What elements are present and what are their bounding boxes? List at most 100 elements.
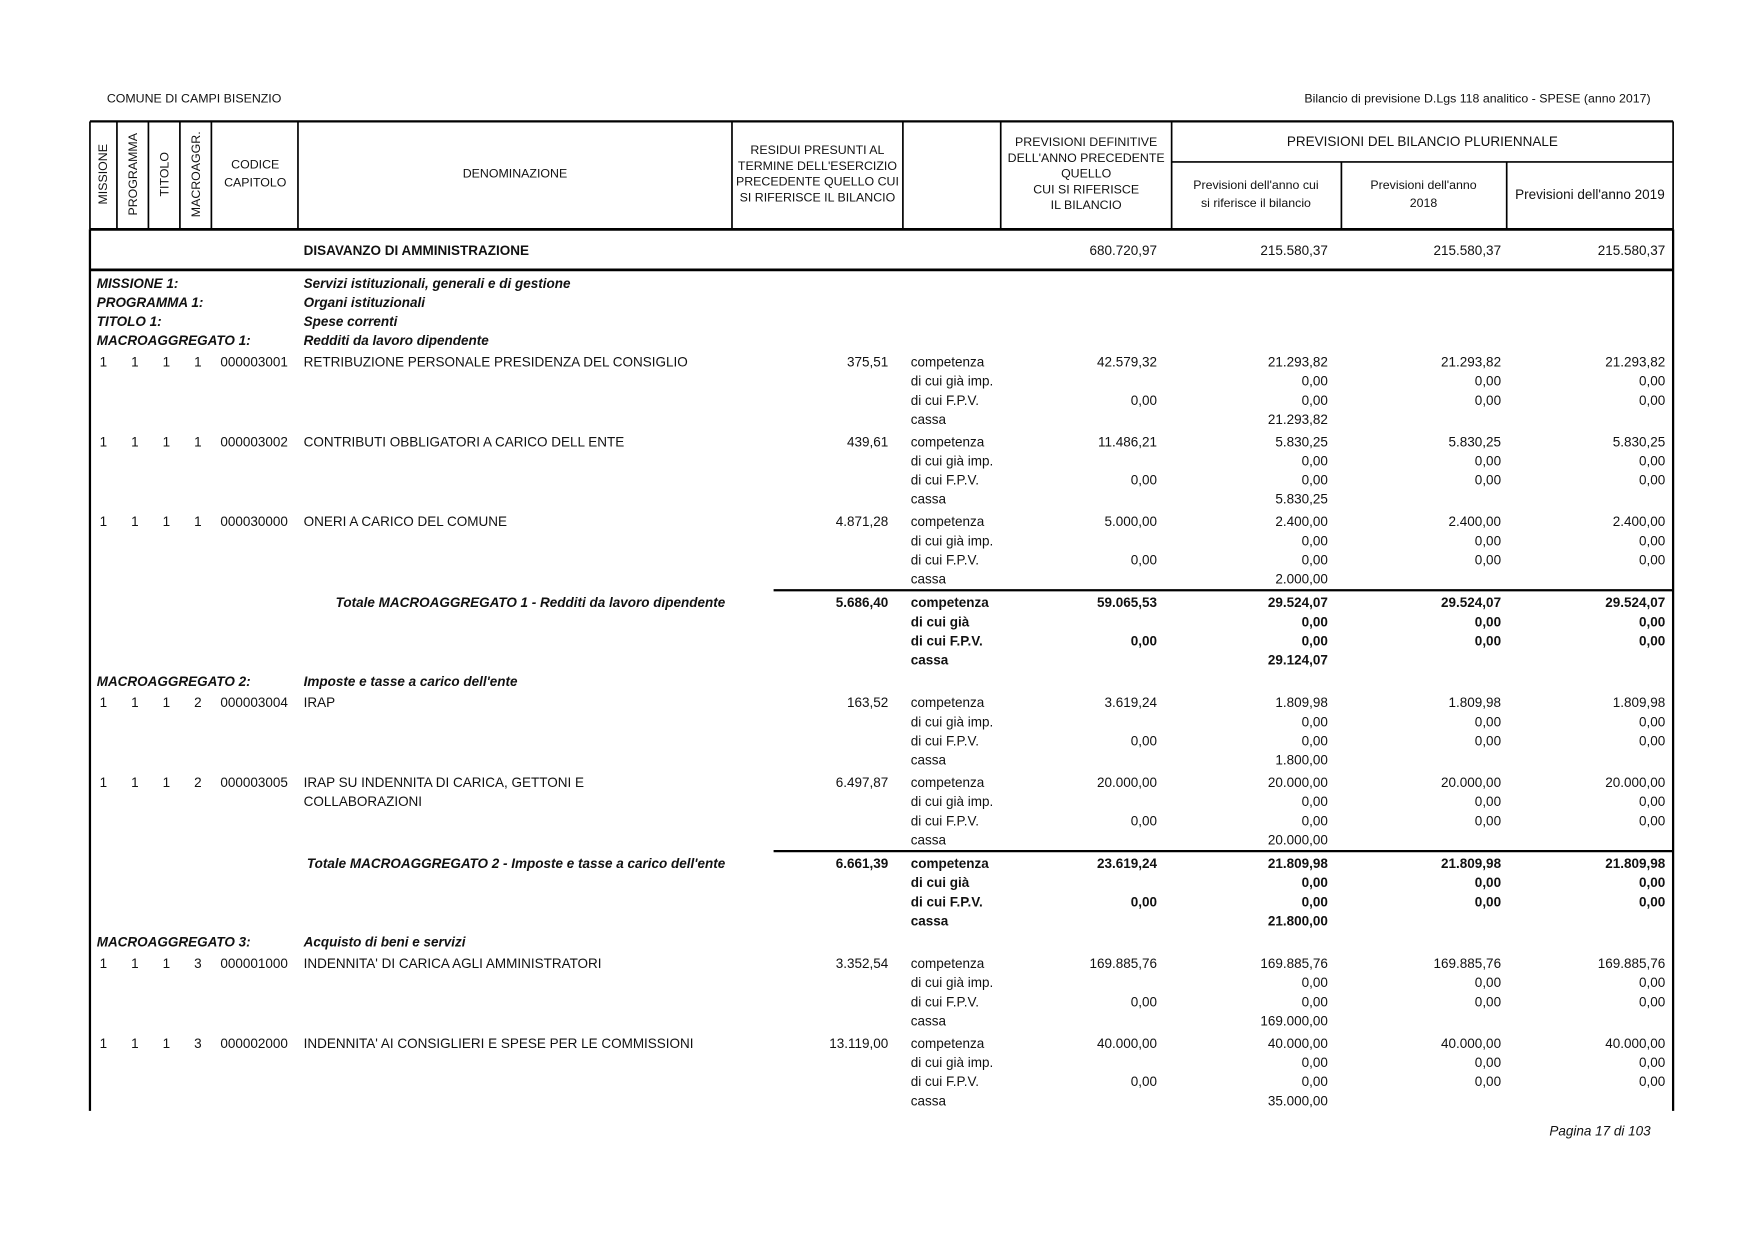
capitolo: 000003001 [220, 354, 288, 370]
heading-text: Servizi istituzionali, generali e di ges… [303, 275, 571, 292]
amount: 0,00 [1638, 1054, 1666, 1071]
amount: 21.809,98 [1441, 855, 1502, 872]
page-number: Pagina 17 di 103 [1549, 1123, 1651, 1140]
row-label: di cui già imp. [910, 974, 994, 991]
amount: 20.000,00 [1267, 774, 1328, 791]
row-label: cassa [910, 752, 947, 768]
code: 1 [131, 774, 139, 791]
row-label: di cui già [910, 874, 970, 891]
amount: 0,00 [1301, 874, 1328, 891]
column-header: PROGRAMMA [127, 133, 141, 216]
code: 1 [162, 513, 171, 530]
column-header: Previsioni dell'anno [1370, 178, 1477, 193]
column-header: PRECEDENTE QUELLO CUI [735, 175, 899, 189]
amount: 0,00 [1638, 373, 1666, 390]
code: 1 [131, 955, 139, 972]
row-label: cassa [910, 913, 949, 929]
amount: 0,00 [1130, 733, 1158, 749]
total-label: Totale MACROAGGREGATO 2 - Imposte e tass… [306, 855, 726, 872]
row-label: cassa [910, 1013, 947, 1029]
amount: 29.124,07 [1267, 652, 1328, 668]
row-label: di cui F.P.V. [910, 633, 983, 649]
amount: 0,00 [1638, 392, 1666, 409]
amount: 1.809,98 [1612, 694, 1666, 711]
code: 3 [194, 955, 202, 972]
amount: 680.720,97 [1089, 242, 1158, 259]
amount: 0,00 [1474, 1054, 1502, 1071]
code: 2 [194, 774, 202, 791]
amount: 0,00 [1474, 993, 1502, 1010]
amount: 169.885,76 [1260, 955, 1328, 972]
amount: 40.000,00 [1096, 1035, 1158, 1052]
heading-text: Spese correnti [303, 313, 398, 330]
code: 1 [194, 354, 202, 370]
amount: 21.293,82 [1267, 411, 1328, 428]
denominazione: RETRIBUZIONE PERSONALE PRESIDENZA DEL CO… [303, 354, 688, 370]
row-label: di cui F.P.V. [910, 893, 983, 910]
code: 1 [162, 434, 171, 450]
amount: 0,00 [1638, 453, 1666, 469]
amount: 0,00 [1301, 993, 1328, 1010]
amount: 0,00 [1474, 812, 1502, 829]
amount: 6.661,39 [835, 855, 889, 872]
amount: 169.885,76 [1433, 955, 1502, 972]
amount: 11.486,21 [1097, 434, 1158, 450]
amount: 0,00 [1474, 633, 1502, 649]
amount: 0,00 [1301, 552, 1328, 568]
amount: 0,00 [1301, 713, 1328, 730]
amount: 0,00 [1638, 713, 1666, 730]
column-header: PREVISIONI DEL BILANCIO PLURIENNALE [1286, 133, 1558, 150]
row-label: di cui già imp. [910, 373, 994, 390]
row-label: competenza [910, 354, 985, 370]
amount: 29.524,07 [1441, 594, 1502, 611]
amount: 215.580,37 [1597, 242, 1666, 259]
amount: 2.400,00 [1448, 513, 1502, 530]
column-header: SI RIFERISCE IL BILANCIO [739, 191, 896, 205]
row-label: di cui F.P.V. [910, 812, 980, 829]
capitolo: 000030000 [220, 513, 288, 530]
amount: 35.000,00 [1267, 1092, 1328, 1109]
amount: 3.352,54 [835, 955, 889, 972]
column-header: DELL'ANNO PRECEDENTE [1007, 151, 1165, 166]
amount: 0,00 [1474, 552, 1502, 568]
column-header: 2018 [1409, 196, 1438, 211]
row-label: competenza [910, 694, 985, 711]
amount: 20.000,00 [1441, 774, 1502, 791]
amount: 0,00 [1638, 893, 1666, 910]
amount: 0,00 [1474, 974, 1502, 991]
amount: 0,00 [1301, 1073, 1328, 1090]
column-header: RESIDUI PRESUNTI AL [750, 143, 885, 158]
amount: 0,00 [1474, 392, 1502, 409]
amount: 0,00 [1474, 733, 1502, 749]
amount: 59.065,53 [1096, 594, 1158, 611]
capitolo: 000003005 [220, 774, 288, 791]
amount: 0,00 [1301, 472, 1328, 488]
code: 1 [131, 1035, 139, 1052]
code: 1 [131, 354, 139, 370]
amount: 1.809,98 [1448, 694, 1502, 711]
amount: 0,00 [1301, 1054, 1328, 1071]
amount: 0,00 [1638, 974, 1666, 991]
row-label: cassa [910, 1092, 947, 1109]
code: 1 [99, 513, 108, 530]
heading-label: MISSIONE 1: [96, 275, 179, 292]
column-header: Previsioni dell'anno 2019 [1515, 186, 1665, 203]
column-header: MACROAGGR. [190, 131, 204, 218]
code: 2 [194, 694, 202, 711]
amount: 0,00 [1301, 373, 1328, 390]
code: 1 [162, 955, 171, 972]
denominazione: IRAP SU INDENNITA DI CARICA, GETTONI E [303, 774, 584, 791]
row-label: di cui F.P.V. [910, 733, 980, 749]
row-label: di cui già imp. [910, 1054, 994, 1071]
row-label: di cui F.P.V. [910, 1073, 980, 1090]
heading-label: TITOLO 1: [96, 313, 162, 330]
amount: 0,00 [1638, 532, 1666, 549]
amount: 5.000,00 [1104, 513, 1158, 530]
row-label: di cui F.P.V. [910, 552, 980, 568]
row-label: di cui già imp. [910, 453, 994, 469]
denominazione: IRAP [303, 694, 336, 711]
heading-label: MACROAGGREGATO 3: [96, 934, 251, 951]
amount: 0,00 [1474, 893, 1502, 910]
amount: 2.000,00 [1275, 571, 1328, 587]
